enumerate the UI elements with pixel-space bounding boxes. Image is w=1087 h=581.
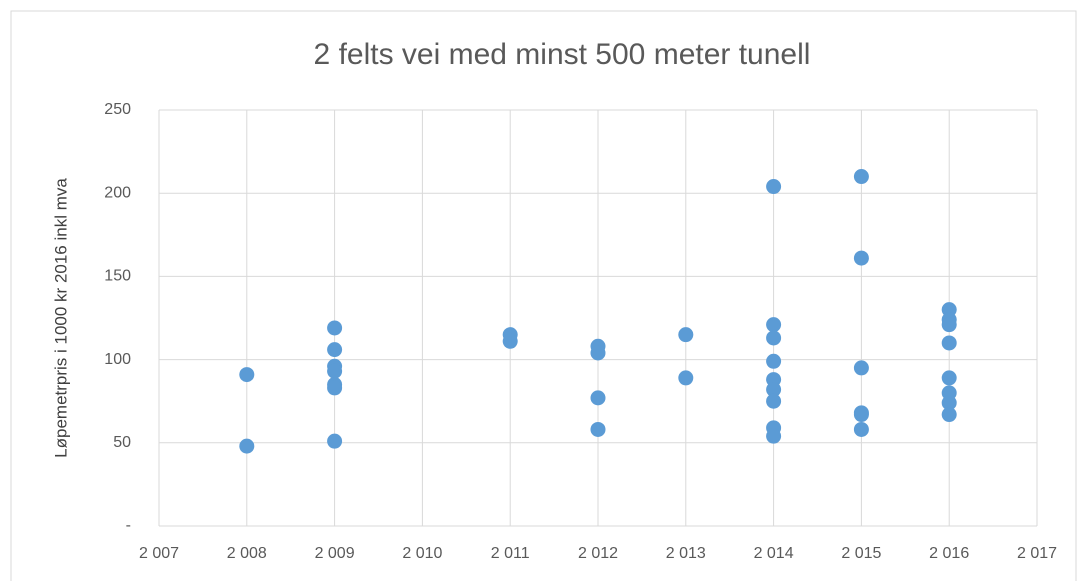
point — [327, 433, 343, 449]
point — [941, 395, 957, 411]
x-tick-label: 2 007 — [139, 545, 179, 562]
chart-frame — [10, 10, 1077, 581]
x-tick-label: 2 016 — [929, 545, 969, 562]
point — [853, 407, 869, 423]
point — [678, 327, 694, 343]
point — [941, 317, 957, 333]
x-tick-label: 2 010 — [402, 545, 442, 562]
x-tick-label: 2 008 — [227, 545, 267, 562]
point — [502, 333, 518, 349]
point — [327, 363, 343, 379]
y-tick-label: 200 — [104, 184, 131, 201]
point — [853, 360, 869, 376]
x-tick-label: 2 009 — [315, 545, 355, 562]
point — [853, 169, 869, 185]
x-tick-label: 2 011 — [491, 545, 530, 562]
point — [766, 317, 782, 333]
point — [766, 330, 782, 346]
x-tick-label: 2 012 — [578, 545, 618, 562]
chart-title: 2 felts vei med minst 500 meter tunell — [314, 38, 811, 71]
point — [766, 393, 782, 409]
point — [853, 421, 869, 437]
y-tick-label: 50 — [113, 434, 131, 451]
x-tick-label: 2 015 — [841, 545, 881, 562]
point — [766, 428, 782, 444]
y-tick-label: 250 — [104, 101, 131, 118]
point — [590, 390, 606, 406]
point — [239, 367, 255, 383]
x-tick-label: 2 013 — [666, 545, 706, 562]
point — [590, 345, 606, 361]
point — [327, 342, 343, 358]
point — [327, 380, 343, 396]
point — [327, 320, 343, 336]
point — [941, 370, 957, 386]
y-tick-label: - — [126, 517, 131, 534]
x-tick-label: 2 014 — [754, 545, 794, 562]
x-tick-label: 2 017 — [1017, 545, 1057, 562]
point — [766, 353, 782, 369]
point — [766, 179, 782, 195]
y-axis-label: Løpemetrpris i 1000 kr 2016 inkl mva — [51, 178, 70, 458]
point — [941, 407, 957, 423]
point — [590, 421, 606, 437]
y-tick-label: 150 — [104, 268, 131, 285]
point — [239, 438, 255, 454]
y-tick-label: 100 — [104, 351, 131, 368]
point — [766, 382, 782, 398]
point — [941, 335, 957, 351]
point — [678, 370, 694, 386]
point — [853, 250, 869, 266]
